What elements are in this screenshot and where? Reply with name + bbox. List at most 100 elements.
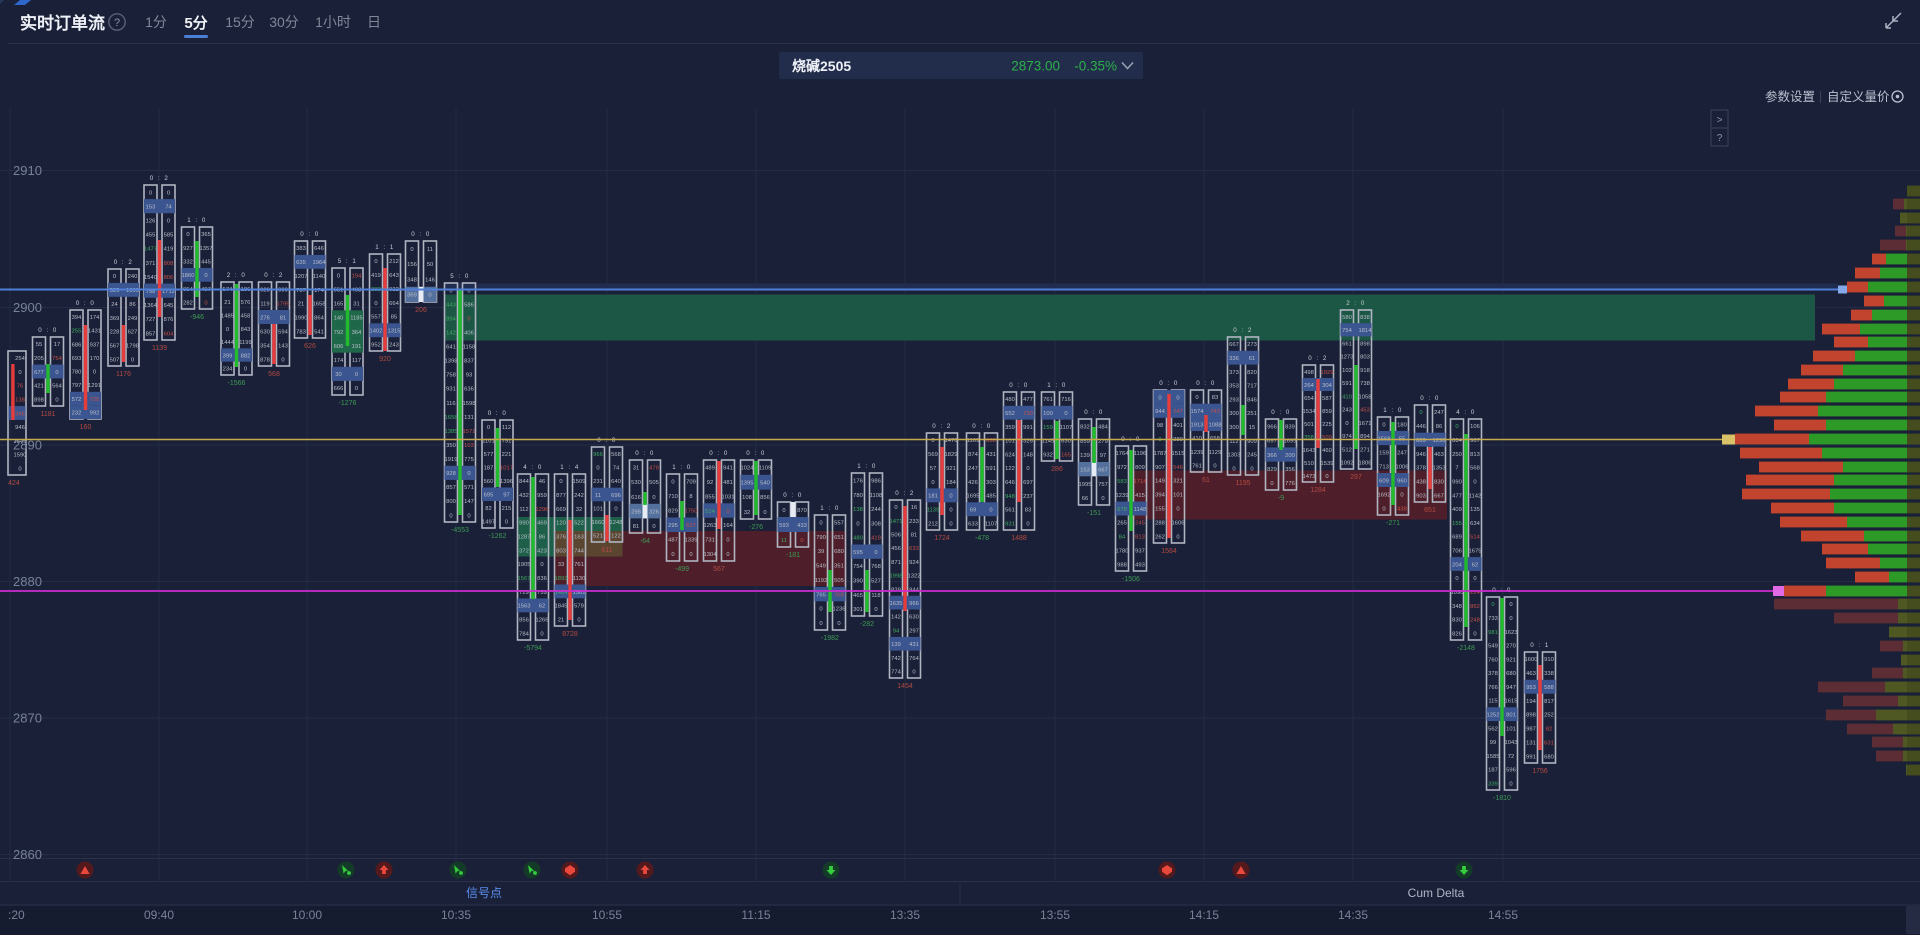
svg-text:-4553: -4553 xyxy=(451,527,469,534)
svg-text:931: 931 xyxy=(1005,521,1015,527)
svg-text:-499: -499 xyxy=(675,566,689,573)
svg-text:635: 635 xyxy=(296,260,306,266)
svg-text:907: 907 xyxy=(1155,465,1165,471)
svg-text:859: 859 xyxy=(1080,439,1090,445)
svg-text:586: 586 xyxy=(464,302,474,308)
svg-text:666: 666 xyxy=(334,386,344,392)
svg-text:820: 820 xyxy=(1247,370,1257,376)
svg-text:326: 326 xyxy=(649,509,659,515)
svg-text:0: 0 xyxy=(1382,506,1385,512)
svg-text:烧碱2505: 烧碱2505 xyxy=(792,58,851,74)
svg-text:0: 0 xyxy=(1509,781,1512,787)
svg-text:932: 932 xyxy=(1043,452,1053,458)
svg-text:11: 11 xyxy=(781,538,787,544)
svg-text:974: 974 xyxy=(1342,434,1352,440)
svg-text:276: 276 xyxy=(260,315,270,321)
svg-text:1291: 1291 xyxy=(88,383,101,389)
svg-text:894: 894 xyxy=(1360,434,1370,440)
svg-text:696: 696 xyxy=(611,493,621,499)
svg-text:264: 264 xyxy=(1304,383,1314,389)
svg-text:686: 686 xyxy=(72,342,82,348)
svg-text:754: 754 xyxy=(52,356,62,362)
svg-text:354: 354 xyxy=(260,343,270,349)
svg-text:295: 295 xyxy=(668,523,678,529)
svg-text:1185: 1185 xyxy=(350,316,362,322)
svg-text:1385: 1385 xyxy=(445,429,458,435)
svg-text:1169: 1169 xyxy=(967,438,979,444)
svg-text:717: 717 xyxy=(1247,384,1257,390)
svg-text:1284: 1284 xyxy=(1310,487,1326,494)
svg-text:1509: 1509 xyxy=(573,479,586,485)
svg-text:595: 595 xyxy=(853,550,863,556)
svg-text:972: 972 xyxy=(1117,465,1127,471)
svg-text:194: 194 xyxy=(352,273,362,279)
svg-text:1563: 1563 xyxy=(518,604,531,610)
svg-text:0: 0 xyxy=(355,386,358,392)
svg-text:21: 21 xyxy=(298,302,304,308)
svg-text:1585: 1585 xyxy=(1487,754,1500,760)
svg-text:200: 200 xyxy=(1285,453,1295,459)
svg-text:2 : 0: 2 : 0 xyxy=(1346,300,1366,307)
svg-text:-2148: -2148 xyxy=(1457,645,1475,652)
svg-text:55: 55 xyxy=(36,342,42,348)
svg-text:8: 8 xyxy=(689,494,692,500)
svg-text:689: 689 xyxy=(1452,535,1462,541)
svg-text:594: 594 xyxy=(278,329,288,335)
svg-text:31: 31 xyxy=(633,466,639,472)
svg-text:583: 583 xyxy=(1117,479,1127,485)
svg-text:1497: 1497 xyxy=(482,520,495,526)
svg-text:765: 765 xyxy=(816,592,826,598)
svg-text:1477: 1477 xyxy=(144,247,157,253)
svg-text:86: 86 xyxy=(1436,424,1442,430)
svg-text:1148: 1148 xyxy=(1134,507,1146,513)
svg-text:616: 616 xyxy=(631,495,641,501)
svg-text:630: 630 xyxy=(1061,439,1071,445)
svg-text:97: 97 xyxy=(503,493,509,499)
svg-text:321: 321 xyxy=(1173,479,1183,485)
svg-text:164: 164 xyxy=(723,523,733,529)
svg-text:252: 252 xyxy=(1544,713,1554,719)
svg-text:1058: 1058 xyxy=(1359,394,1372,400)
svg-text:351: 351 xyxy=(834,564,844,570)
svg-text:882: 882 xyxy=(241,353,251,359)
svg-text:308: 308 xyxy=(871,521,881,527)
svg-text:149: 149 xyxy=(1155,479,1165,485)
svg-text:1645: 1645 xyxy=(14,439,27,445)
svg-text:118: 118 xyxy=(871,593,880,599)
svg-text:0: 0 xyxy=(1176,395,1179,401)
svg-text:0 : 0: 0 : 0 xyxy=(300,231,320,238)
svg-text:780: 780 xyxy=(853,493,863,499)
svg-text:174: 174 xyxy=(334,358,344,364)
svg-text:966: 966 xyxy=(593,452,603,458)
svg-text:761: 761 xyxy=(1043,397,1053,403)
svg-text:546: 546 xyxy=(1173,465,1183,471)
svg-text:251: 251 xyxy=(1247,411,1257,417)
svg-text:477: 477 xyxy=(1023,397,1033,403)
svg-text:0: 0 xyxy=(671,480,674,486)
svg-text:0: 0 xyxy=(1195,395,1198,401)
svg-text:138: 138 xyxy=(15,398,25,404)
svg-text:194: 194 xyxy=(1526,699,1536,705)
svg-text:?: ? xyxy=(1717,133,1723,144)
svg-text:156: 156 xyxy=(407,262,417,268)
svg-text:557: 557 xyxy=(371,315,381,321)
svg-text:7: 7 xyxy=(1455,466,1458,472)
svg-text:593: 593 xyxy=(779,523,789,529)
svg-text:1829: 1829 xyxy=(945,452,958,458)
svg-text:1929: 1929 xyxy=(1321,370,1334,376)
svg-text:460: 460 xyxy=(1322,448,1332,454)
svg-text:0: 0 xyxy=(1213,464,1216,470)
svg-text:878: 878 xyxy=(260,357,270,363)
svg-text:505: 505 xyxy=(834,578,844,584)
svg-text:262: 262 xyxy=(1155,534,1165,540)
svg-text:455: 455 xyxy=(146,233,156,239)
svg-text:0: 0 xyxy=(226,327,229,333)
svg-text:630: 630 xyxy=(260,329,270,335)
svg-text:0: 0 xyxy=(1473,480,1476,486)
svg-text:754: 754 xyxy=(853,564,863,570)
svg-text:174: 174 xyxy=(314,288,324,294)
svg-text:806: 806 xyxy=(164,275,174,281)
svg-text:766: 766 xyxy=(1488,685,1498,691)
svg-text:0 : 0: 0 : 0 xyxy=(746,450,766,457)
svg-text:1444: 1444 xyxy=(221,340,235,346)
